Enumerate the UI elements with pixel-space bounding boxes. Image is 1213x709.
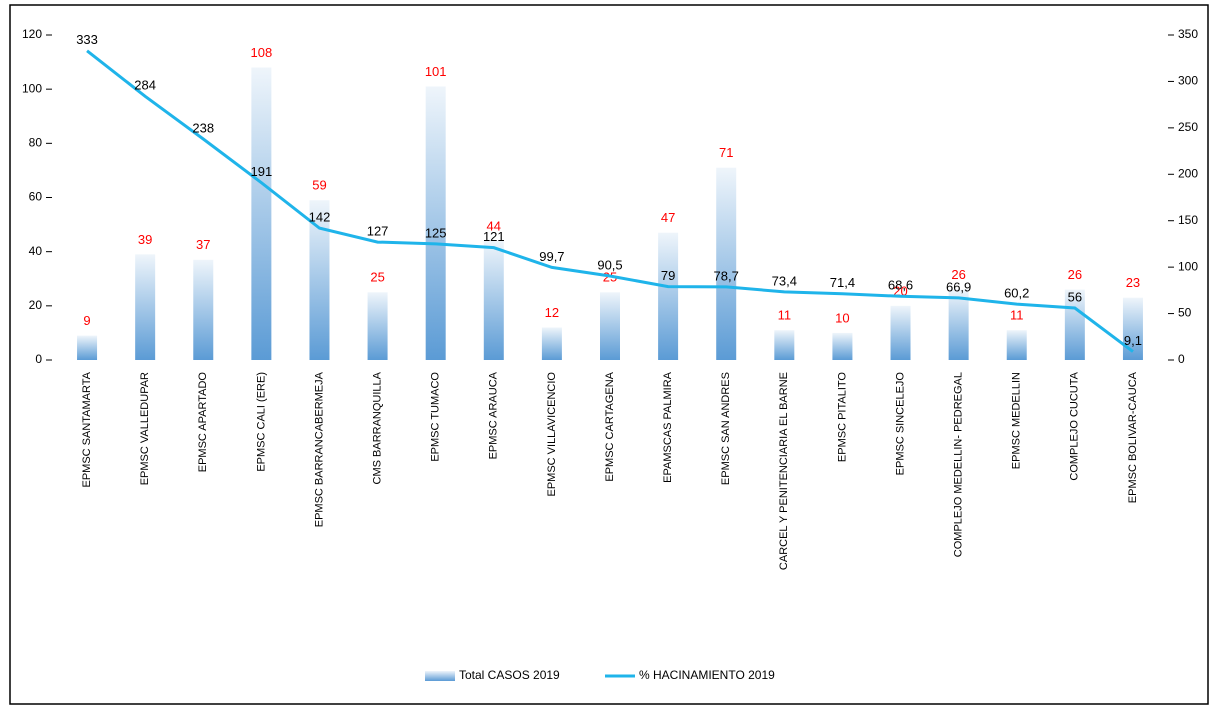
line-value-label: 121 — [483, 229, 505, 244]
y-tick-label: 0 — [35, 352, 42, 366]
line-value-label: 66,9 — [946, 279, 971, 294]
line — [86, 49, 1134, 353]
bar — [890, 305, 911, 360]
y2-tick-label: 150 — [1178, 213, 1198, 227]
bar — [1006, 330, 1027, 360]
bar-value-label: 71 — [719, 145, 733, 160]
bar-value-label: 47 — [661, 210, 675, 225]
y2-tick-label: 50 — [1178, 306, 1192, 320]
x-tick-label: EPMSC SAN ANDRES — [720, 372, 732, 485]
y-tick-label: 120 — [22, 27, 42, 41]
line-value-label: 238 — [192, 120, 214, 135]
x-tick-label: EPMSC PITALITO — [836, 372, 848, 463]
bar-value-label: 59 — [312, 178, 326, 193]
bar-value-label: 25 — [370, 270, 384, 285]
bar-value-label: 108 — [251, 45, 273, 60]
bar — [483, 240, 504, 360]
bar — [193, 259, 214, 360]
bar — [716, 167, 737, 360]
line-value-label: 71,4 — [830, 275, 855, 290]
bar — [309, 200, 330, 360]
bar-value-label: 11 — [778, 308, 792, 323]
legend-label: Total CASOS 2019 — [459, 668, 560, 682]
bar — [1122, 297, 1143, 360]
x-tick-label: EPMSC BARRANCABERMEJA — [313, 371, 325, 527]
bar-value-label: 39 — [138, 232, 152, 247]
line-value-label: 127 — [367, 224, 389, 239]
line-value-label: 191 — [251, 164, 273, 179]
bar-value-label: 26 — [951, 267, 965, 282]
legend-swatch — [425, 671, 455, 681]
chart-frame — [9, 4, 1209, 705]
bar — [600, 292, 620, 360]
bar-value-label: 10 — [835, 310, 849, 325]
line-value-label: 68,6 — [888, 278, 913, 293]
x-tick-label: EPAMSCAS PALMIRA — [662, 371, 674, 483]
y-tick-label: 20 — [29, 298, 43, 312]
line-value-label: 79 — [661, 268, 675, 283]
line-value-label: 56 — [1068, 289, 1082, 304]
bar — [658, 232, 679, 360]
bar — [948, 289, 969, 360]
bar — [774, 330, 795, 360]
bar — [541, 327, 562, 360]
bar — [832, 332, 853, 360]
y-tick-label: 80 — [29, 136, 43, 150]
line-value-label: 333 — [76, 32, 98, 47]
x-tick-label: EPMSC CARTAGENA — [604, 371, 616, 481]
x-tick-label: EPMSC CALI (ERE) — [255, 372, 267, 472]
x-tick-label: EPMSC ARAUCA — [488, 371, 500, 459]
y2-tick-label: 250 — [1178, 120, 1198, 134]
x-tick-label: EPMSC VILLAVICENCIO — [546, 372, 558, 497]
bar — [367, 292, 388, 360]
bar-value-label: 9 — [83, 313, 90, 328]
y2-tick-label: 100 — [1178, 259, 1198, 273]
line-value-label: 125 — [425, 225, 447, 240]
bar — [425, 86, 446, 360]
x-tick-label: EPMSC APARTADO — [197, 372, 209, 473]
y2-tick-label: 300 — [1178, 74, 1198, 88]
bar — [77, 335, 98, 360]
x-tick-label: EPMSC SANTAMARTA — [81, 371, 93, 487]
legend-label: % HACINAMIENTO 2019 — [639, 668, 775, 682]
y2-tick-label: 350 — [1178, 27, 1198, 41]
x-tick-label: EPMSC MEDELLIN — [1011, 372, 1023, 469]
line-value-label: 60,2 — [1004, 286, 1029, 301]
bar-value-label: 11 — [1010, 308, 1024, 323]
y-tick-label: 100 — [22, 81, 42, 95]
x-tick-label: CMS BARRANQUILLA — [371, 371, 383, 484]
x-tick-label: EPMSC BOLIVAR-CAUCA — [1127, 371, 1139, 503]
bar-value-label: 101 — [425, 64, 447, 79]
bar — [135, 254, 156, 360]
bar-value-label: 44 — [487, 218, 501, 233]
bar-value-label: 23 — [1126, 275, 1140, 290]
bar-value-label: 37 — [196, 237, 210, 252]
y-tick-label: 60 — [29, 190, 43, 204]
line-value-label: 78,7 — [714, 268, 739, 283]
line-value-label: 284 — [134, 78, 156, 93]
bar-value-label: 12 — [545, 305, 559, 320]
y2-tick-label: 0 — [1178, 352, 1185, 366]
bar-value-label: 20 — [893, 283, 907, 298]
y2-tick-label: 200 — [1178, 166, 1198, 180]
x-tick-label: EPMSC SINCELEJO — [894, 372, 906, 476]
x-tick-label: CARCEL Y PENITENCIARIA EL BARNE — [778, 372, 790, 570]
line-value-label: 73,4 — [772, 273, 797, 288]
bar-value-label: 26 — [1068, 267, 1082, 282]
bar — [251, 67, 272, 360]
line-value-label: 9,1 — [1124, 333, 1142, 348]
y-tick-label: 40 — [29, 244, 43, 258]
line-value-label: 142 — [309, 210, 331, 225]
x-tick-label: COMPLEJO MEDELLIN- PEDREGAL — [953, 372, 965, 557]
x-tick-label: EPMSC TUMACO — [430, 372, 442, 462]
x-tick-label: EPMSC VALLEDUPAR — [139, 372, 151, 485]
x-tick-label: COMPLEJO CUCUTA — [1069, 371, 1081, 480]
line-value-label: 99,7 — [539, 249, 564, 264]
line-value-label: 90,5 — [597, 257, 622, 272]
